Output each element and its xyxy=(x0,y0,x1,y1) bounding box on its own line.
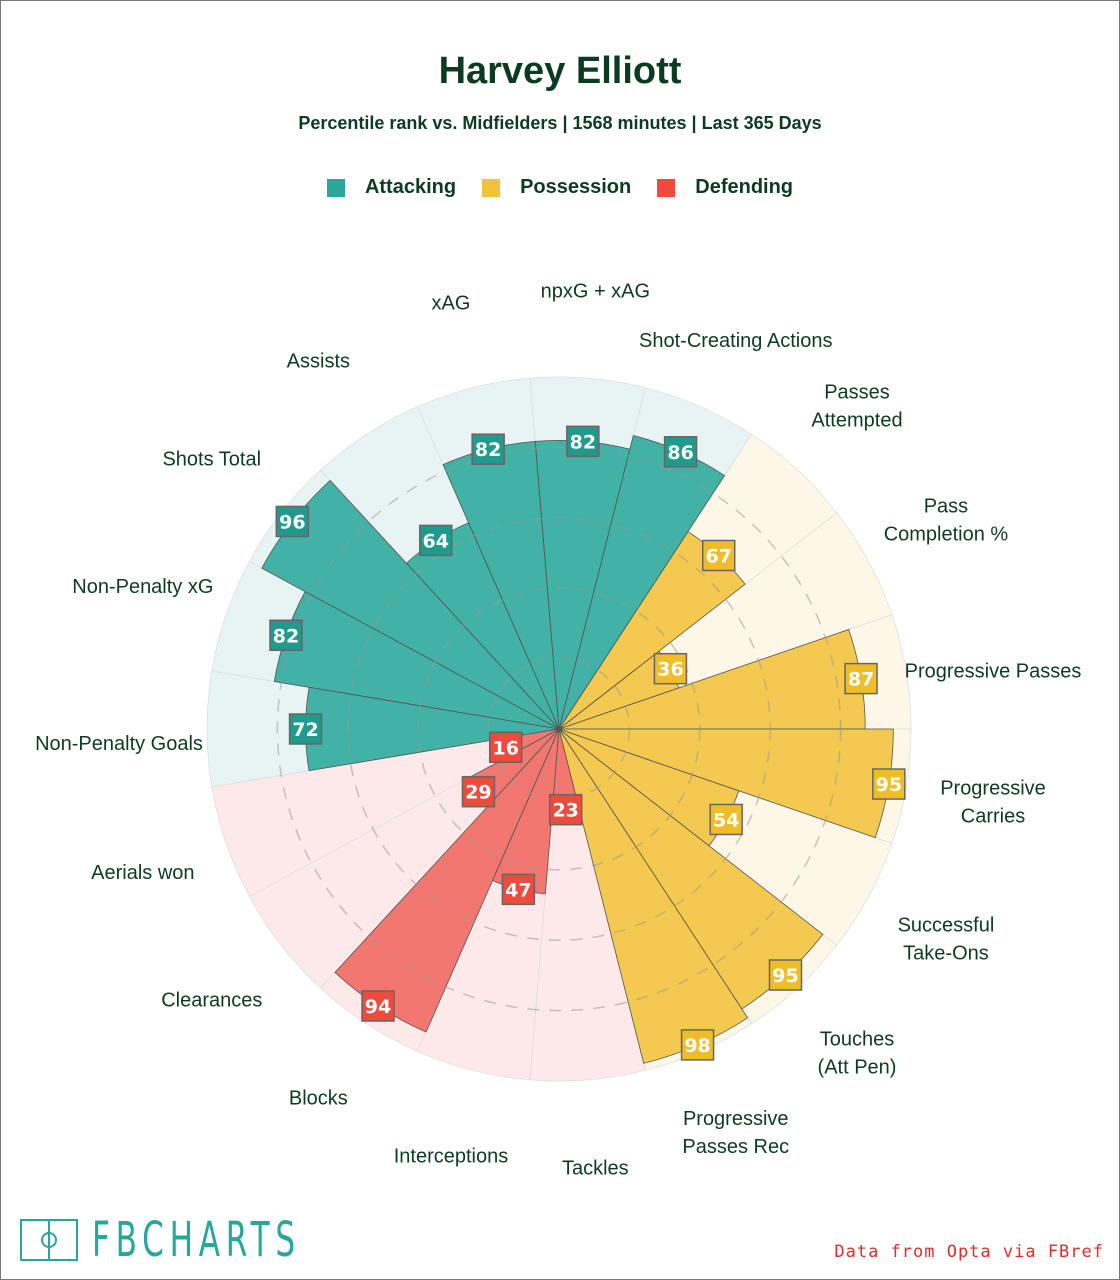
chart-title: Harvey Elliott xyxy=(438,50,682,92)
category-label: Non-Penalty xG xyxy=(72,576,213,598)
value-label-box xyxy=(288,713,323,745)
value-label-box xyxy=(275,505,310,538)
legend: Attacking Possession Defending xyxy=(0,176,1120,199)
value-label: 54 xyxy=(713,809,739,831)
value-label: 96 xyxy=(279,511,305,533)
grid-ring xyxy=(276,446,842,1012)
value-label: 98 xyxy=(684,1035,710,1057)
value-label: 23 xyxy=(552,800,578,822)
value-label-box xyxy=(653,652,688,685)
value-label-box xyxy=(471,433,505,465)
logo-text: FBCHARTS xyxy=(92,1212,301,1268)
value-label-box xyxy=(501,873,536,906)
value-label-box xyxy=(701,539,736,572)
category-label: Passes Attempted xyxy=(811,381,902,431)
value-label-box xyxy=(663,436,698,468)
legend-label: Attacking xyxy=(364,176,457,198)
value-label-box xyxy=(361,990,395,1022)
center-point xyxy=(556,726,562,732)
legend-label: Possession xyxy=(520,176,632,198)
value-label-box xyxy=(680,1029,715,1061)
category-label: Shots Total xyxy=(162,449,261,471)
value-label: 94 xyxy=(365,996,391,1018)
value-label: 86 xyxy=(667,442,693,464)
value-label-box xyxy=(872,768,906,800)
value-label-box xyxy=(419,524,453,557)
data-credit: Data from Opta via FBref xyxy=(834,1242,1104,1262)
category-label: Pass Completion % xyxy=(884,496,1009,546)
value-label-box xyxy=(461,775,496,808)
legend-swatch xyxy=(482,178,501,197)
category-label: Progressive Carries xyxy=(940,777,1046,827)
category-label: xAG xyxy=(432,292,471,314)
value-label: 82 xyxy=(273,625,299,647)
chart-subtitle: Percentile rank vs. Midfielders | 1568 m… xyxy=(298,113,822,133)
category-label: Blocks xyxy=(289,1087,348,1109)
value-label: 67 xyxy=(706,545,732,567)
category-label: Non-Penalty Goals xyxy=(35,733,203,755)
category-label: Assists xyxy=(287,351,350,373)
value-label: 47 xyxy=(505,879,531,901)
category-label: Successful Take-Ons xyxy=(898,914,995,964)
value-label-box xyxy=(844,662,878,695)
legend-label: Defending xyxy=(695,176,794,198)
legend-swatch xyxy=(326,178,345,197)
category-label: Shot-Creating Actions xyxy=(639,330,832,352)
value-label: 64 xyxy=(423,530,449,552)
legend-swatch xyxy=(657,178,676,197)
category-label: Touches (Att Pen) xyxy=(818,1029,897,1079)
value-label: 95 xyxy=(876,774,902,796)
legend-item-defending: Defending xyxy=(657,176,793,199)
value-label-box xyxy=(768,959,803,991)
grid-ring xyxy=(417,587,701,871)
category-label: Aerials won xyxy=(91,862,194,884)
value-label: 95 xyxy=(772,965,798,987)
value-label: 16 xyxy=(493,737,519,759)
pitch-icon xyxy=(20,1219,78,1261)
value-label: 72 xyxy=(292,719,318,741)
category-label: Tackles xyxy=(562,1157,629,1179)
category-label: Interceptions xyxy=(394,1146,509,1168)
value-label: 82 xyxy=(475,439,501,461)
legend-item-possession: Possession xyxy=(482,176,631,199)
category-label: npxG + xAG xyxy=(541,281,651,303)
value-label-box xyxy=(566,425,600,458)
value-label: 87 xyxy=(848,669,874,691)
value-label-box xyxy=(269,619,303,652)
value-label: 29 xyxy=(465,782,491,804)
legend-item-attacking: Attacking xyxy=(326,176,457,199)
category-label: Clearances xyxy=(161,989,262,1011)
value-label-box xyxy=(548,793,583,826)
value-label-box xyxy=(709,803,743,836)
category-label: Progressive Passes xyxy=(905,661,1082,683)
grid-ring xyxy=(347,517,771,941)
fbcharts-logo: FBCHARTS xyxy=(20,1216,382,1264)
category-label: Progressive Passes Rec xyxy=(682,1108,789,1158)
value-label-box xyxy=(488,731,523,764)
value-label: 36 xyxy=(657,659,683,681)
value-label: 82 xyxy=(570,431,596,453)
